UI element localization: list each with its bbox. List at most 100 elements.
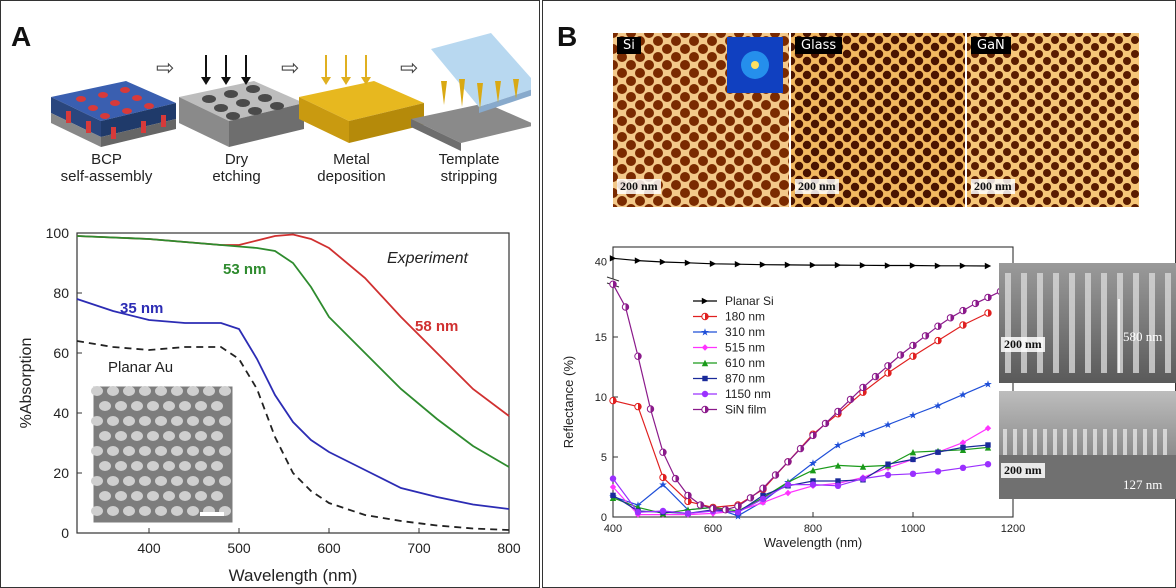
marker-circle: [884, 471, 892, 479]
marker-triangle-right: [709, 260, 717, 267]
marker-diamond: [984, 425, 992, 432]
y-tick-label: 5: [601, 452, 607, 464]
marker-star: ★: [659, 480, 668, 491]
marker-half-fill: [675, 475, 679, 482]
sem-bump: [155, 416, 167, 426]
sem-bump: [195, 491, 207, 501]
bcp-block-illustration: [51, 81, 176, 147]
afm-glass-texture: [791, 33, 965, 207]
sem-bump: [123, 476, 135, 486]
marker-half-fill: [688, 492, 692, 499]
marker-square: [935, 449, 941, 455]
marker-diamond: [784, 489, 792, 497]
marker-triangle-right: [834, 261, 842, 269]
sem-bump: [203, 476, 215, 486]
marker-half-fill: [988, 309, 992, 317]
sem-top-height-label: 580 nm: [1123, 329, 1163, 344]
marker-half-fill: [825, 420, 829, 427]
marker-half-fill: [688, 498, 692, 505]
marker-square: [960, 444, 966, 451]
marker-half-fill: [875, 373, 879, 380]
experiment-annotation: Experiment: [387, 250, 468, 267]
marker-diamond: [759, 499, 767, 506]
marker-half-fill: [863, 384, 867, 391]
marker-triangle-up: [701, 359, 709, 367]
afm-image-si: Si 200 nm: [613, 33, 789, 207]
marker-half-fill: [800, 445, 804, 452]
sem-bump: [171, 506, 183, 516]
sem-bump: [91, 446, 103, 456]
marker-triangle-right: [734, 261, 742, 268]
y-axis-label: Reflectance (%): [561, 356, 576, 448]
sem-bump: [139, 446, 151, 456]
marker-half-fill: [750, 494, 754, 501]
marker-circle: [609, 475, 617, 482]
etched-template-illustration: [179, 55, 304, 147]
series-line-2: [612, 383, 989, 517]
y-tick-label: 0: [601, 512, 607, 524]
marker-circle: [809, 481, 817, 488]
step-caption-line: self-assembly: [60, 168, 153, 185]
legend-label: 870 nm: [725, 372, 765, 386]
sem-image-short-pillars: 200 nm 127 nm: [999, 391, 1176, 499]
sem-bump: [195, 431, 207, 441]
arrow-icon-1: ⇨: [156, 55, 174, 80]
marker-half-fill: [650, 405, 654, 413]
legend-label: 310 nm: [725, 325, 765, 339]
marker-star: ★: [809, 459, 818, 470]
panel-a: A ⇨: [0, 0, 540, 588]
marker-star: ★: [959, 390, 968, 401]
sem-bottom-scalebar: 200 nm: [1001, 463, 1045, 478]
step-caption-line: Metal: [333, 151, 370, 168]
sem-bump: [163, 491, 175, 501]
marker-half-fill: [963, 307, 967, 314]
series-line-1: [76, 235, 510, 468]
sem-bump: [99, 491, 111, 501]
sem-bump: [171, 446, 183, 456]
sem-bump: [139, 506, 151, 516]
marker-star: ★: [984, 379, 993, 390]
sem-bump: [115, 431, 127, 441]
series-label: 58 nm: [415, 318, 458, 335]
marker-triangle-right: [784, 261, 792, 269]
sem-bump: [219, 476, 231, 486]
sem-bump: [139, 386, 151, 396]
marker-half-fill: [900, 351, 904, 359]
afm-tag-glass: Glass: [795, 37, 843, 54]
x-tick-label: 1200: [1001, 523, 1025, 535]
afm-image-glass: Glass 200 nm: [791, 33, 965, 207]
marker-square: [835, 478, 841, 484]
marker-square: [910, 456, 916, 463]
marker-half-fill: [700, 501, 704, 509]
marker-half-fill: [888, 369, 892, 377]
marker-circle: [934, 468, 942, 475]
sem-bump: [107, 506, 119, 516]
sem-inset: [91, 385, 234, 524]
marker-triangle-up: [859, 463, 867, 470]
marker-half-fill: [713, 505, 717, 512]
marker-triangle-right: [909, 262, 917, 269]
legend-label: 515 nm: [725, 341, 765, 355]
marker-half-fill: [663, 449, 667, 456]
marker-triangle-right: [809, 261, 817, 269]
sem-bump: [123, 416, 135, 426]
panel-a-label: A: [11, 21, 32, 52]
sem-bump: [179, 431, 191, 441]
sem-bump: [123, 446, 135, 456]
marker-square: [760, 492, 766, 499]
marker-half-fill: [763, 485, 767, 492]
marker-half-fill: [705, 313, 709, 320]
marker-circle: [859, 475, 867, 482]
sem-bump: [131, 431, 143, 441]
x-tick-label: 500: [227, 540, 251, 556]
sem-bump: [147, 491, 159, 501]
afm-scalebar-si: 200 nm: [617, 179, 661, 194]
x-tick-label: 400: [137, 540, 161, 556]
marker-square: [702, 375, 708, 382]
y-tick-label: 40: [53, 405, 69, 421]
marker-circle: [784, 481, 792, 488]
x-axis-label: Wavelength (nm): [229, 566, 358, 585]
afm-scalebar-glass: 200 nm: [795, 179, 839, 194]
sem-bump: [179, 461, 191, 471]
marker-triangle-right: [984, 262, 992, 270]
